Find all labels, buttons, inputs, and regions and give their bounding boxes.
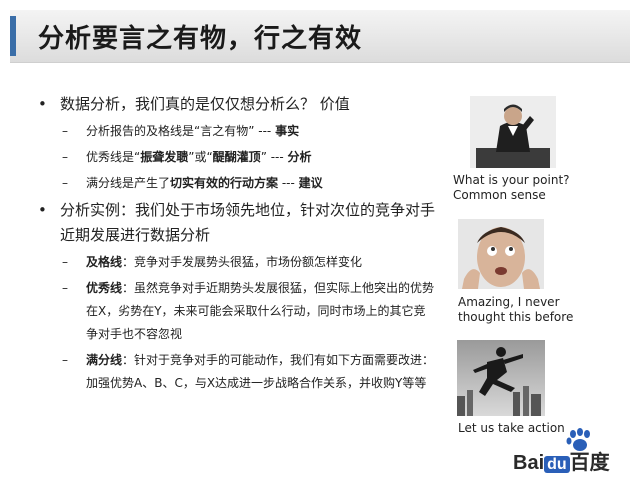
bullet-emphasis: 及格线 [86, 255, 123, 269]
bullet-level2: – 满分线：针对于竞争对手的可能动作，我们有如下方面需要改进：加强优势A、B、C，… [36, 349, 436, 395]
bullet-text: ：竞争对手发展势头很猛，市场份额怎样变化 [122, 255, 363, 269]
sub-bullet-dash: – [62, 353, 68, 367]
bullet-emphasis: 建议 [298, 176, 323, 190]
baidu-logo: Bai du 百度 [513, 446, 610, 475]
sub-bullet-dash: – [62, 150, 68, 164]
caption-2-line2: thought this before [458, 310, 574, 324]
thinking-man-image [470, 96, 556, 168]
amazed-face-image [458, 219, 544, 289]
bullet-text: 分析报告的及格线是“言之有物” --- [86, 124, 276, 138]
bullet-dot: • [38, 201, 47, 219]
bullet-text: 优秀线是“ [86, 150, 141, 164]
bullet-text: 数据分析，我们真的是仅仅想分析么？ 价值 [60, 95, 350, 113]
bullet-text: 分析实例：我们处于市场领先地位，针对次位的竞争对手近期发展进行数据分析 [60, 201, 436, 244]
header-accent-bar [10, 16, 16, 56]
bullet-text: ” --- [260, 150, 288, 164]
bullet-text: 满分线是产生了 [86, 176, 171, 190]
bullet-emphasis: 事实 [275, 124, 300, 138]
caption-3-line1: Let us take action [458, 421, 565, 435]
bullet-text: --- [278, 176, 299, 190]
logo-prefix: Bai [513, 452, 545, 474]
bullet-level2: – 分析报告的及格线是“言之有物” --- 事实 [36, 120, 436, 143]
bullet-text: ”或“ [188, 150, 213, 164]
bullet-text: ：虽然竞争对手近期势头发展很猛，但实际上他突出的优势在X，劣势在Y，未来可能会采… [86, 281, 435, 341]
leaping-man-image [457, 340, 545, 416]
bullet-level1: • 分析实例：我们处于市场领先地位，针对次位的竞争对手近期发展进行数据分析 [36, 198, 436, 248]
bullet-emphasis: 醍醐灌顶 [212, 150, 261, 164]
bullet-emphasis: 优秀线 [86, 281, 123, 295]
sub-bullet-dash: – [62, 281, 68, 295]
bullet-level1: • 数据分析，我们真的是仅仅想分析么？ 价值 [36, 92, 436, 117]
bullet-text: ：针对于竞争对手的可能动作，我们有如下方面需要改进：加强优势A、B、C，与X达成… [86, 353, 435, 390]
sub-bullet-dash: – [62, 255, 68, 269]
bullet-level2: – 及格线：竞争对手发展势头很猛，市场份额怎样变化 [36, 251, 436, 274]
bullet-emphasis: 切实有效的行动方案 [170, 176, 279, 190]
bullet-dot: • [38, 95, 47, 113]
slide-title: 分析要言之有物，行之有效 [38, 24, 363, 54]
bullet-emphasis: 满分线 [86, 353, 123, 367]
sub-bullet-dash: – [62, 176, 68, 190]
logo-du-box: du [544, 456, 570, 473]
caption-2-line1: Amazing, I never [458, 295, 560, 309]
bullet-level2: – 优秀线：虽然竞争对手近期势头发展很猛，但实际上他突出的优势在X，劣势在Y，未来… [36, 277, 436, 346]
caption-1-line1: What is your point? [453, 173, 570, 187]
bullet-list: • 数据分析，我们真的是仅仅想分析么？ 价值 – 分析报告的及格线是“言之有物” --… [36, 92, 436, 398]
bullet-emphasis: 振聋发聩 [140, 150, 189, 164]
logo-suffix: 百度 [569, 452, 610, 474]
sub-bullet-dash: – [62, 124, 68, 138]
caption-1-line2: Common sense [453, 188, 546, 202]
bullet-level2: – 满分线是产生了切实有效的行动方案 --- 建议 [36, 172, 436, 195]
slide-header: 分析要言之有物，行之有效 [10, 10, 630, 63]
bullet-level2: – 优秀线是“振聋发聩”或“醍醐灌顶” --- 分析 [36, 146, 436, 169]
bullet-emphasis: 分析 [287, 150, 312, 164]
paw-icon [566, 428, 590, 451]
